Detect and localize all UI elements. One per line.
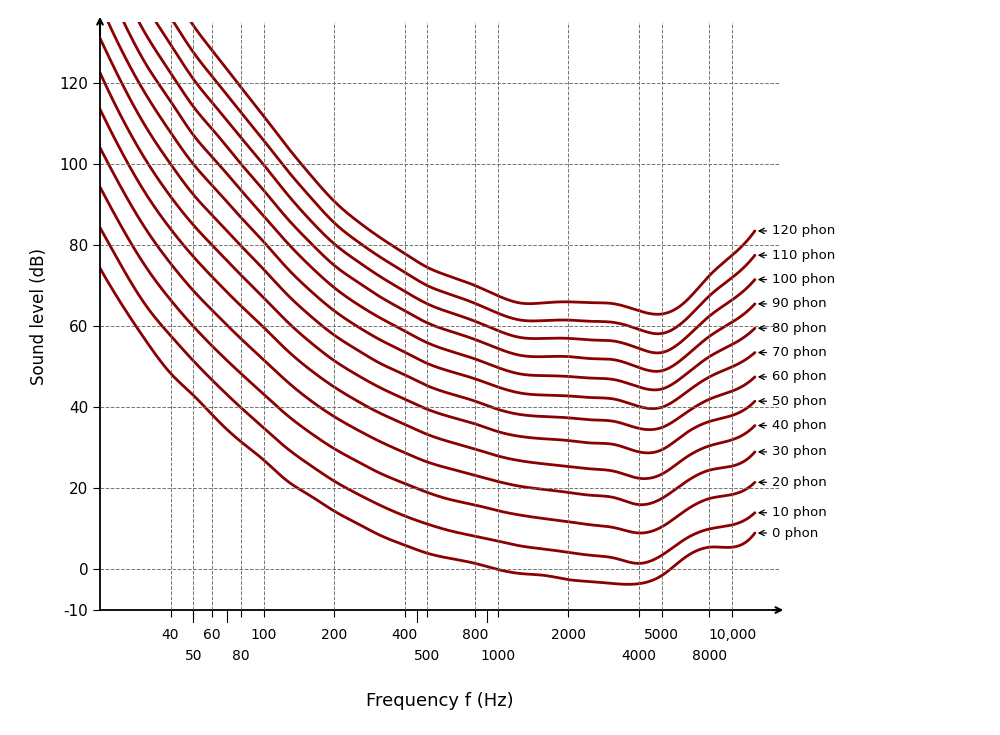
Text: 30 phon: 30 phon [759,445,827,459]
Text: 60: 60 [203,628,221,642]
Y-axis label: Sound level (dB): Sound level (dB) [30,248,48,384]
Text: 40 phon: 40 phon [759,419,827,432]
Text: 100 phon: 100 phon [759,273,835,286]
Text: 500: 500 [414,648,441,662]
Text: 2000: 2000 [551,628,586,642]
Text: 90 phon: 90 phon [759,298,827,310]
Text: 400: 400 [392,628,418,642]
Text: 60 phon: 60 phon [759,370,827,384]
Text: 8000: 8000 [692,648,727,662]
Text: 800: 800 [462,628,488,642]
Text: 70 phon: 70 phon [759,346,827,359]
Text: 40: 40 [162,628,179,642]
Text: 50 phon: 50 phon [759,395,827,408]
Text: 110 phon: 110 phon [759,248,835,262]
Text: 50: 50 [184,648,202,662]
Text: 80 phon: 80 phon [759,322,827,334]
Text: 5000: 5000 [644,628,679,642]
Text: 0 phon: 0 phon [759,526,818,539]
Text: 20 phon: 20 phon [759,476,827,489]
Text: 80: 80 [232,648,250,662]
Text: 200: 200 [321,628,347,642]
Text: 100: 100 [251,628,277,642]
Text: 10,000: 10,000 [708,628,756,642]
Text: 1000: 1000 [480,648,516,662]
Text: 10 phon: 10 phon [759,506,827,519]
Text: Frequency f (Hz): Frequency f (Hz) [366,692,514,710]
Text: 4000: 4000 [621,648,656,662]
Text: 120 phon: 120 phon [759,224,835,237]
